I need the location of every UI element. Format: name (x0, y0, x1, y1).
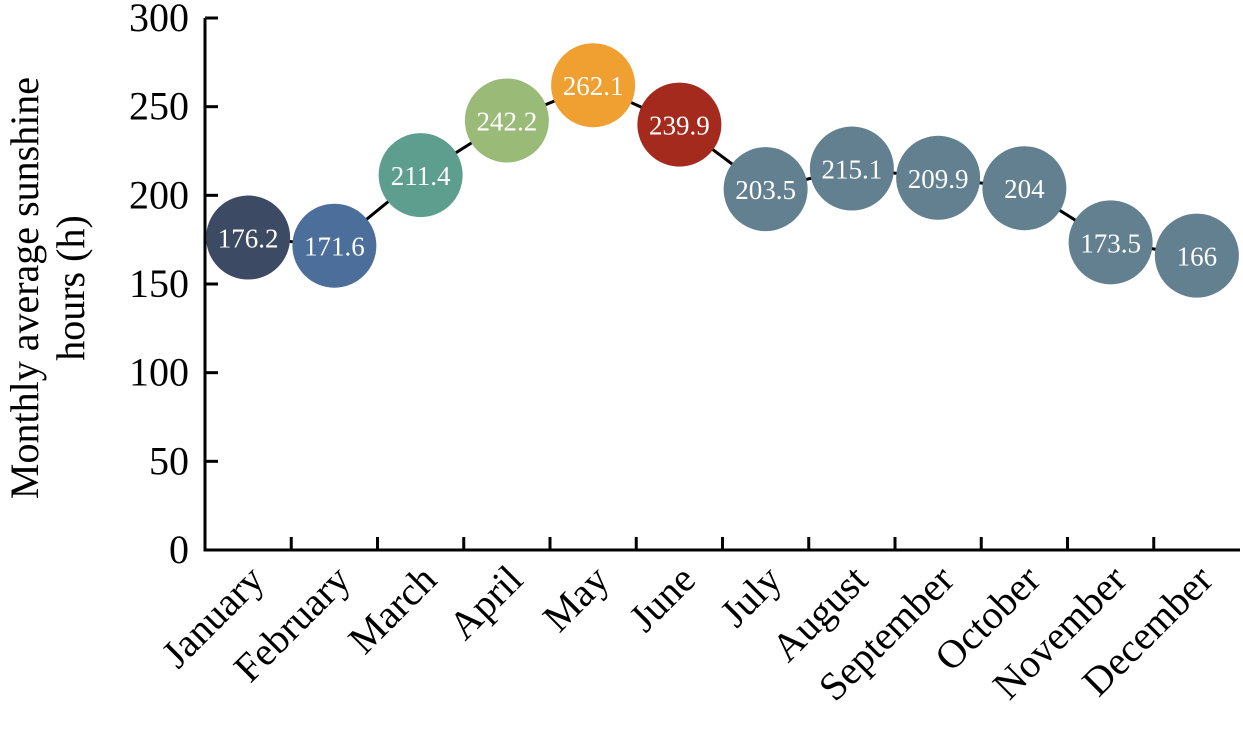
y-tick-label: 250 (129, 84, 189, 129)
data-points: 176.2 171.6 211.4 242.2 262.1 239.9 203.5 215.1… (206, 43, 1239, 298)
data-point-marker (809, 126, 894, 211)
x-tick-label: May (534, 557, 618, 641)
data-point-marker (982, 146, 1067, 231)
data-point-label: 176.2 (218, 224, 279, 254)
y-axis-label: Monthly average sunshine hours (h) (2, 77, 93, 499)
data-point-label: 209.9 (908, 164, 969, 194)
data-point-marker (1068, 200, 1153, 285)
chart-axes (203, 18, 1240, 552)
x-tick-label: April (440, 557, 532, 649)
data-point-marker (551, 43, 636, 128)
data-point-marker (378, 133, 463, 218)
x-tick-label: March (339, 557, 445, 663)
data-point-label: 239.9 (649, 111, 710, 141)
data-point-marker (464, 78, 549, 163)
data-point-marker (896, 135, 981, 220)
data-point-label: 262.1 (563, 71, 624, 101)
y-tick-label: 200 (129, 172, 189, 217)
y-tick-label: 300 (129, 0, 189, 40)
data-point-label: 203.5 (735, 175, 796, 205)
y-tick-label: 50 (149, 438, 189, 483)
data-point-label: 173.5 (1080, 228, 1141, 258)
data-point-label: 166 (1177, 242, 1218, 272)
data-point-label: 215.1 (822, 155, 883, 185)
data-point-marker (723, 147, 808, 232)
y-axis-label-line: Monthly average sunshine (2, 77, 47, 499)
data-point-marker (1154, 213, 1239, 298)
y-tick-label: 0 (169, 527, 189, 572)
data-point-label: 204 (1004, 174, 1045, 204)
data-point-label: 242.2 (477, 106, 538, 136)
data-point-marker (292, 203, 377, 288)
y-tick-label: 100 (129, 350, 189, 395)
data-point-label: 171.6 (304, 232, 365, 262)
data-point-marker (206, 195, 291, 280)
y-axis-ticks: 0 50 100 150 200 250 300 (129, 0, 218, 572)
data-point-marker (637, 82, 722, 167)
x-tick-label: June (620, 557, 704, 641)
y-axis-label-line: hours (h) (48, 215, 93, 361)
data-point-label: 211.4 (391, 161, 451, 191)
y-tick-label: 150 (129, 261, 189, 306)
